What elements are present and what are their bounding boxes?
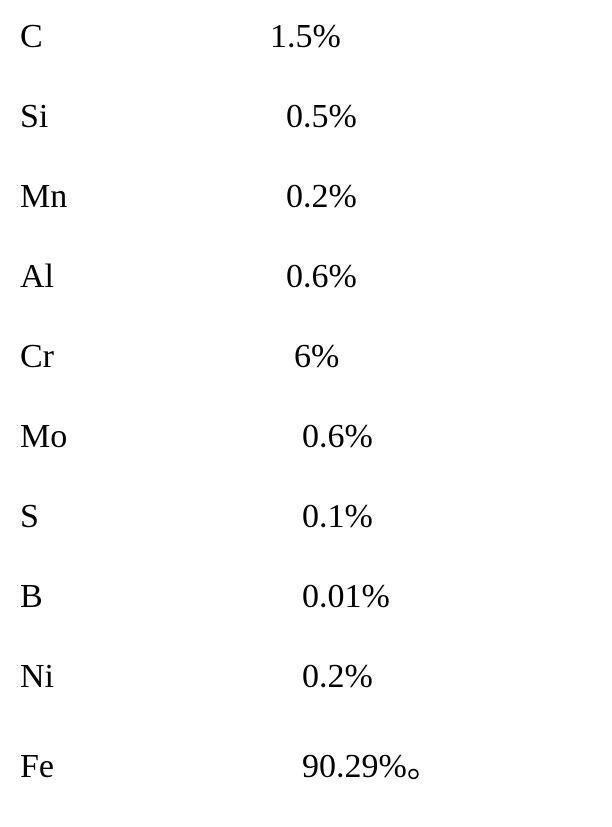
table-row: Ni 0.2%: [20, 658, 592, 696]
table-row: B 0.01%: [20, 578, 592, 616]
table-row: Fe 90.29%。: [20, 738, 592, 787]
table-row: S 0.1%: [20, 498, 592, 536]
element-percentage: 0.2%: [270, 658, 592, 696]
element-symbol: B: [20, 578, 270, 616]
element-percentage: 0.2%: [270, 178, 592, 216]
element-symbol: Mn: [20, 178, 270, 216]
element-symbol: S: [20, 498, 270, 536]
table-row: Al 0.6%: [20, 258, 592, 296]
element-percentage: 1.5%: [270, 18, 592, 56]
table-row: C 1.5%: [20, 18, 592, 56]
element-symbol: Cr: [20, 338, 270, 376]
table-row: Mn 0.2%: [20, 178, 592, 216]
element-symbol: Ni: [20, 658, 270, 696]
element-percentage: 90.29%。: [270, 738, 592, 787]
table-row: Si 0.5%: [20, 98, 592, 136]
table-row: Cr 6%: [20, 338, 592, 376]
element-symbol: Mo: [20, 418, 270, 456]
element-percentage: 0.1%: [270, 498, 592, 536]
element-symbol: C: [20, 18, 270, 56]
element-percentage: 0.6%: [270, 418, 592, 456]
element-percentage: 0.01%: [270, 578, 592, 616]
element-percentage: 0.5%: [270, 98, 592, 136]
element-percentage: 6%: [270, 338, 592, 376]
element-symbol: Si: [20, 98, 270, 136]
element-percentage: 0.6%: [270, 258, 592, 296]
table-row: Mo 0.6%: [20, 418, 592, 456]
element-symbol: Fe: [20, 748, 270, 786]
element-symbol: Al: [20, 258, 270, 296]
composition-table: C 1.5% Si 0.5% Mn 0.2% Al 0.6% Cr 6% Mo …: [20, 18, 592, 787]
